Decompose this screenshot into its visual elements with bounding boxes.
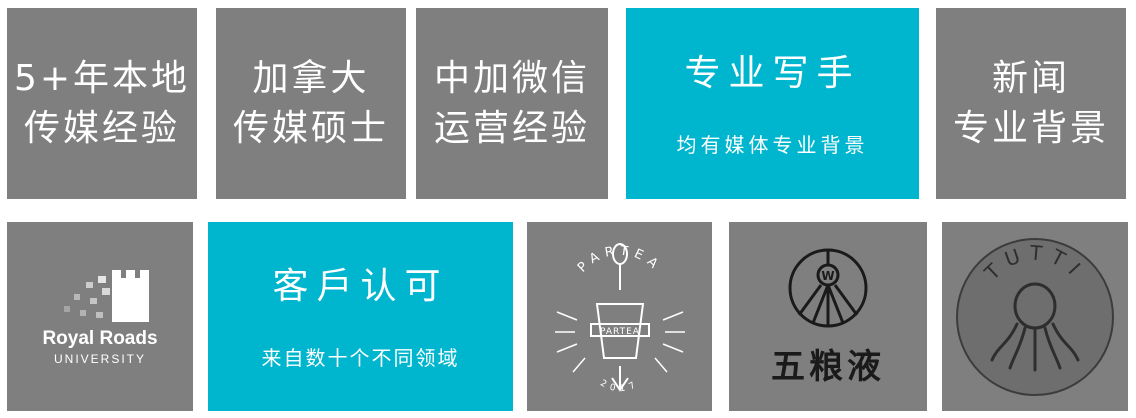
tile-line-2: 传媒硕士 (232, 107, 389, 149)
tile-news-background: 新闻 专业背景 (936, 8, 1126, 199)
tile-local-media-experience: 5+年本地 传媒经验 (7, 8, 197, 199)
tile-line-2: 专业背景 (952, 107, 1109, 149)
tile-title: 专业写手 (684, 53, 861, 94)
tile-professional-writers: 专业写手 均有媒体专业背景 (626, 8, 919, 199)
tile-canada-media-masters: 加拿大 传媒硕士 (216, 8, 406, 199)
tile-line-2: 传媒经验 (23, 107, 180, 149)
tile-line-1: 加拿大 (252, 57, 370, 99)
tile-wuliangye-logo: W 五粮液 (729, 222, 927, 411)
tile-line-1: 新闻 (991, 57, 1070, 99)
tile-subtitle: 来自数十个不同领域 (261, 346, 460, 370)
royal-roads-name: Royal Roads (42, 327, 158, 349)
tile-line-2: 运营经验 (433, 107, 590, 149)
castle-pixel-icon (64, 269, 149, 322)
wuliangye-logo: W 五粮液 (771, 245, 885, 388)
wuliangye-text: 五粮液 (771, 347, 885, 387)
tutti-logo: TUTTI (956, 237, 1114, 396)
tile-partea-logo: PARTEA PARTEA 2017 (527, 222, 712, 411)
tile-line-1: 中加微信 (433, 57, 590, 99)
tile-wechat-operations: 中加微信 运营经验 (416, 8, 608, 199)
royal-roads-logo: Royal Roads UNIVERSITY (42, 268, 158, 366)
partea-logo: PARTEA PARTEA 2017 (554, 242, 685, 394)
tile-subtitle: 均有媒体专业背景 (676, 133, 869, 157)
tile-line-1: 5+年本地 (13, 57, 191, 99)
tile-title: 客戶认可 (272, 266, 449, 307)
tile-royal-roads-logo: Royal Roads UNIVERSITY (7, 222, 193, 411)
royal-roads-sub: UNIVERSITY (53, 351, 146, 366)
wuliangye-emblem-icon: W (788, 248, 868, 328)
wuliangye-badge-text: W (821, 269, 834, 283)
tile-tutti-logo: TUTTI (942, 222, 1128, 411)
tile-client-recognition: 客戶认可 来自数十个不同领域 (208, 222, 513, 411)
partea-banner-text: PARTEA (600, 327, 640, 337)
